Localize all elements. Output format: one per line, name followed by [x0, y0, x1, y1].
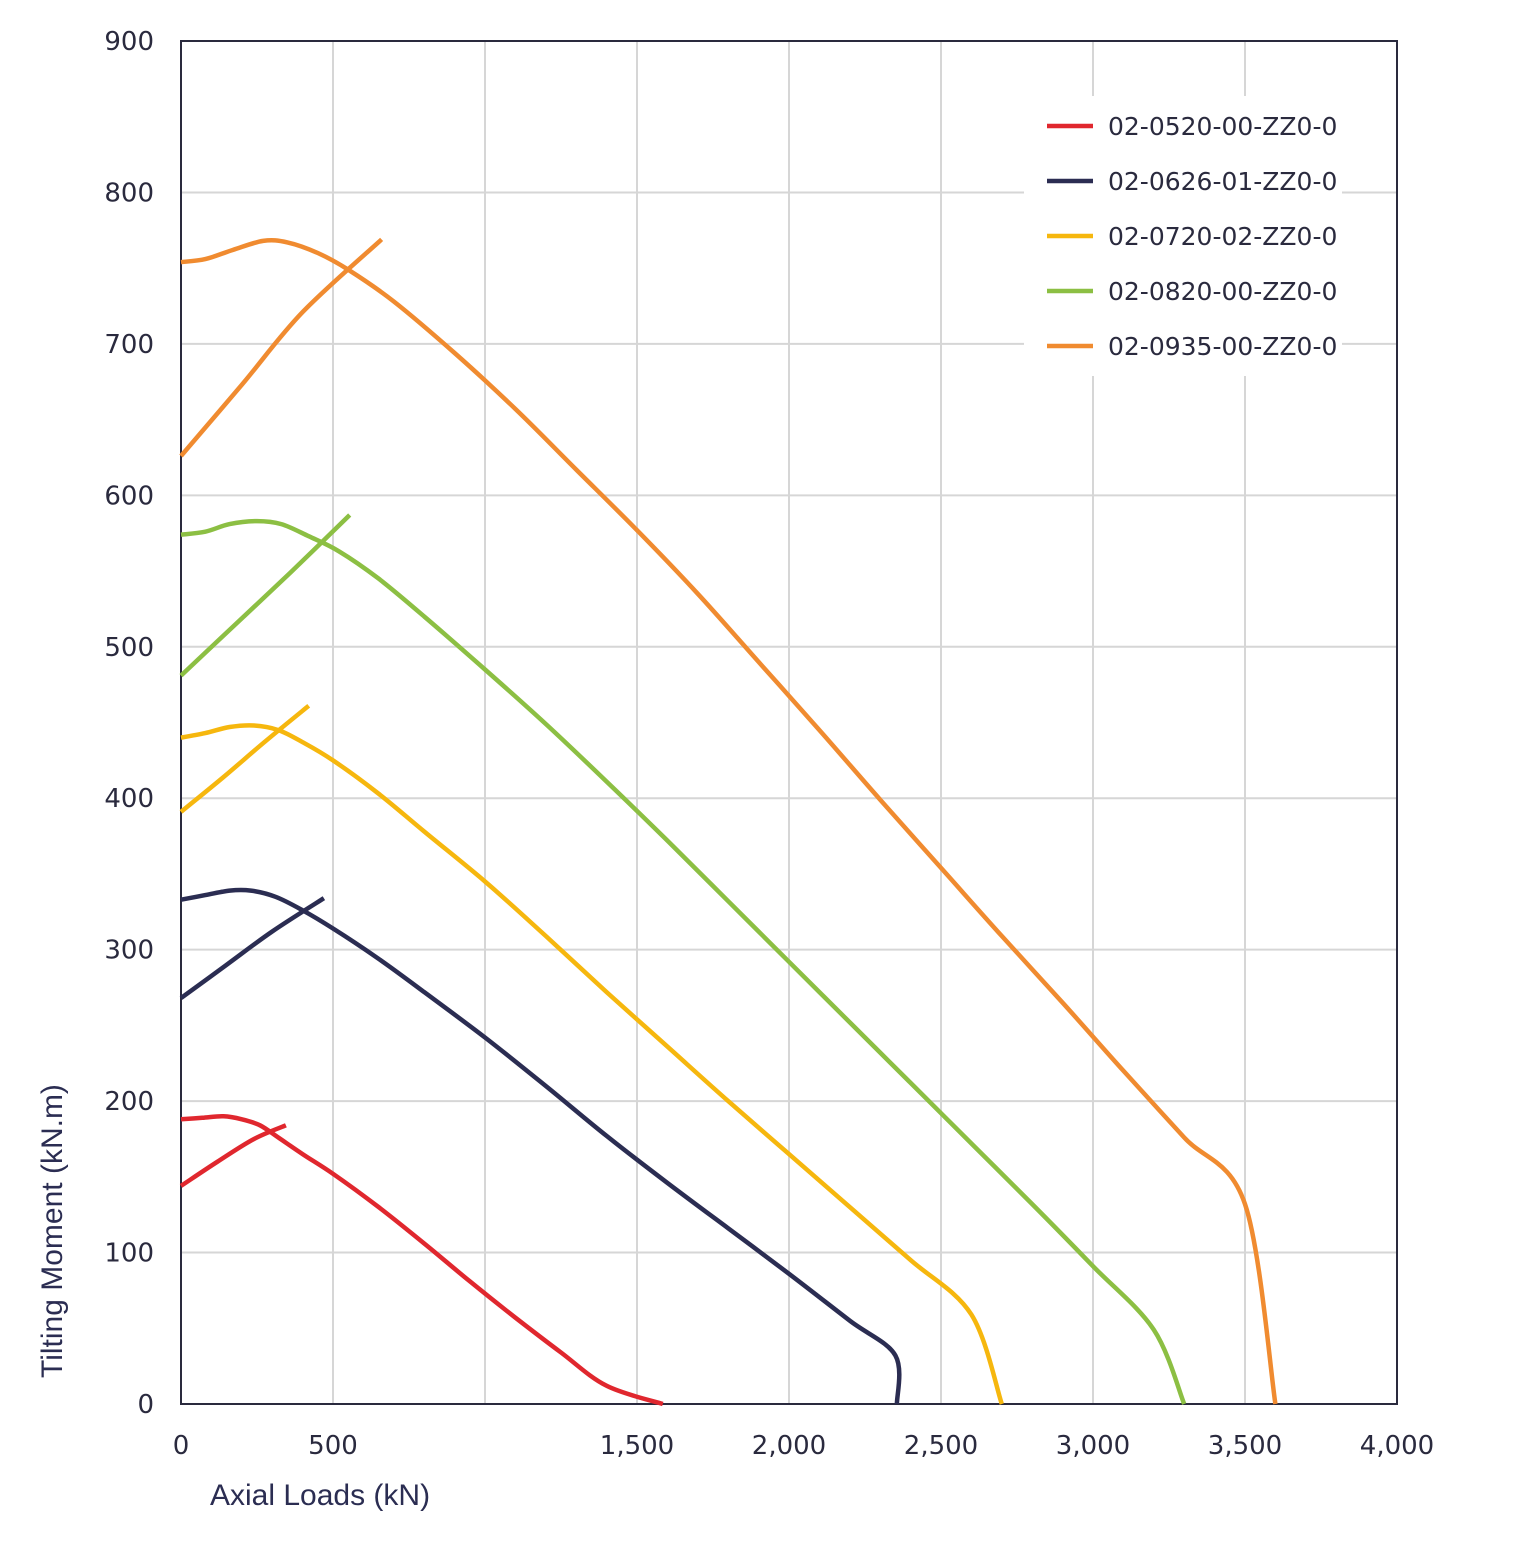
x-tick-label: 4,000: [1360, 1431, 1434, 1461]
plot-frame: [180, 40, 1398, 1405]
y-tick-label: 700: [104, 330, 154, 360]
series-line-5-rising: [179, 237, 384, 458]
series-line-2-rising: [179, 896, 326, 1000]
x-tick-labels: 0 500 1,500 2,000 2,500 3,000 3,500 4,000: [173, 1431, 1434, 1461]
x-tick-label: 2,000: [752, 1431, 826, 1461]
x-axis-title: Axial Loads (kN): [210, 1479, 430, 1512]
y-tick-label: 900: [104, 27, 154, 57]
y-tick-label: 500: [104, 633, 154, 663]
y-axis-title: Tilting Moment (kN.m): [36, 1084, 69, 1378]
series-line-2-envelope: [180, 887, 902, 1405]
series-line-1-envelope: [180, 1114, 664, 1407]
series-line-4-envelope: [180, 518, 1187, 1405]
legend-label: 02-0520-00-ZZ0-0: [1108, 112, 1337, 141]
legend: 02-0520-00-ZZ0-0 02-0626-01-ZZ0-0 02-0720-…: [1024, 96, 1342, 376]
y-tick-labels: 0 100 200 300 400 500 600 700 800 900: [104, 27, 154, 1420]
x-tick-label: 3,000: [1056, 1431, 1130, 1461]
series-line-3-rising: [179, 704, 311, 814]
legend-label: 02-0720-02-ZZ0-0: [1108, 222, 1337, 251]
x-tick-label: 0: [173, 1431, 190, 1461]
x-tick-label: 500: [308, 1431, 358, 1461]
series-line-5-envelope: [180, 238, 1278, 1405]
legend-label: 02-0626-01-ZZ0-0: [1108, 167, 1337, 196]
legend-label: 02-0820-00-ZZ0-0: [1108, 277, 1337, 306]
series-lines: [179, 237, 1278, 1407]
y-tick-label: 800: [104, 178, 154, 208]
y-tick-label: 100: [104, 1239, 154, 1269]
x-tick-label: 1,500: [600, 1431, 674, 1461]
y-tick-label: 200: [104, 1087, 154, 1117]
x-tick-label: 3,500: [1208, 1431, 1282, 1461]
y-tick-label: 600: [104, 481, 154, 511]
y-tick-label: 0: [137, 1390, 154, 1420]
legend-label: 02-0935-00-ZZ0-0: [1108, 332, 1337, 361]
y-tick-label: 400: [104, 784, 154, 814]
series-line-1-rising: [179, 1123, 287, 1188]
series-line-3-envelope: [180, 723, 1004, 1405]
series-line-4-rising: [179, 513, 352, 678]
x-tick-label: 2,500: [904, 1431, 978, 1461]
y-tick-label: 300: [104, 936, 154, 966]
